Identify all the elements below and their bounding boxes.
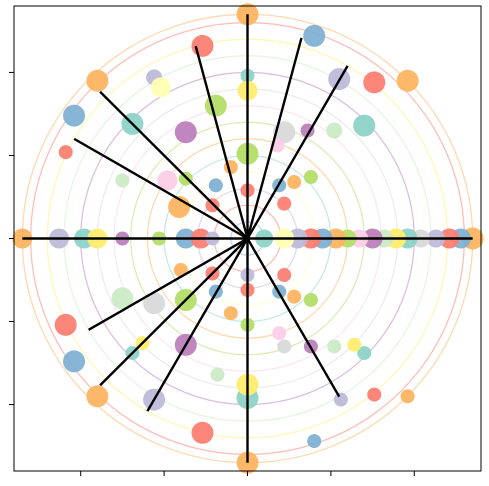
scatter-point-56 (396, 69, 419, 92)
scatter-point-53 (303, 24, 326, 47)
spoke-225deg (99, 237, 249, 387)
spoke-150deg (73, 137, 249, 240)
spoke-75deg (246, 37, 303, 239)
scatter-point-80 (210, 367, 225, 382)
scatter-point-86 (357, 346, 372, 361)
scatter-point-57 (353, 114, 376, 137)
spokes-layer (22, 14, 473, 463)
scatter-point-83 (333, 392, 348, 407)
ticks-layer (9, 71, 415, 476)
scatter-point-87 (347, 337, 362, 352)
spoke-105deg (194, 45, 249, 239)
scatter-point-37 (86, 69, 109, 92)
scatter-point-67 (63, 350, 86, 373)
scatter-point-47 (157, 170, 178, 191)
scatter-point-82 (307, 434, 322, 449)
scatter-point-85 (400, 389, 415, 404)
scatter-point-62 (303, 170, 318, 185)
spoke-240deg (146, 237, 249, 412)
spoke-60deg (246, 65, 349, 240)
scatter-point-73 (143, 292, 166, 315)
scatter-point-90 (277, 339, 292, 354)
spoke-135deg (99, 90, 249, 240)
scatter-point-81 (191, 421, 214, 444)
scatter-point-95 (277, 268, 292, 283)
scatter-point-63 (287, 175, 302, 190)
scatter-point-84 (367, 387, 382, 402)
scatter-point-44 (204, 94, 227, 117)
scatter-point-70 (111, 287, 134, 310)
scatter-point-66 (54, 313, 77, 336)
scatter-point-46 (115, 173, 130, 188)
spoke-210deg (88, 237, 249, 331)
scatter-point-88 (327, 339, 342, 354)
scatter-point-41 (150, 77, 171, 98)
scatter-point-92 (303, 292, 318, 307)
scatter-point-39 (191, 34, 214, 57)
scatter-point-91 (272, 326, 287, 341)
scatter-point-43 (174, 121, 197, 144)
scatter-point-49 (208, 178, 223, 193)
spoke-300deg (246, 237, 341, 398)
scatter-point-45 (58, 145, 73, 160)
scatter-point-93 (287, 289, 302, 304)
scatter-point-68 (86, 385, 109, 408)
scatter-point-65 (277, 196, 292, 211)
scatter-point-55 (363, 71, 386, 94)
scatter-point-79 (223, 306, 238, 321)
scatter-point-38 (63, 104, 86, 127)
scatter-point-58 (326, 122, 343, 139)
